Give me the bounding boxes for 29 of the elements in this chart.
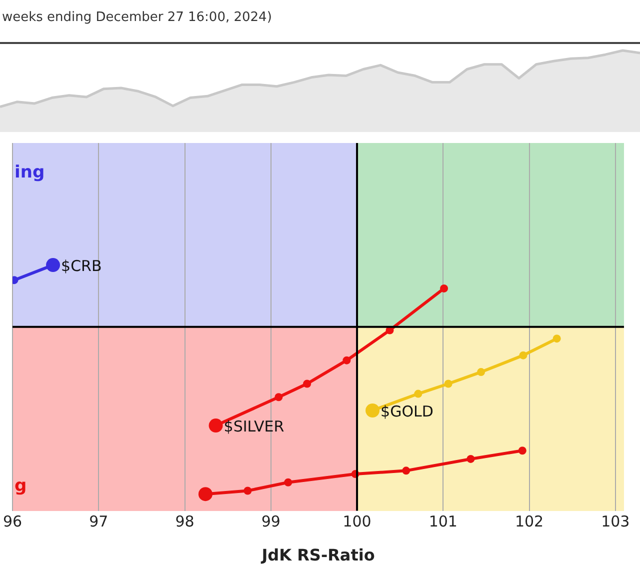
annotation: g — [14, 476, 27, 496]
x-tick-label: 97 — [89, 512, 108, 531]
point — [402, 466, 410, 475]
point — [519, 351, 528, 360]
point — [342, 356, 351, 364]
x-axis-title: JdK RS-Ratio — [260, 546, 375, 565]
point — [244, 486, 252, 495]
point — [552, 334, 561, 343]
point — [444, 380, 452, 388]
x-tick-label: 102 — [514, 512, 544, 531]
series-label: $CRB — [61, 256, 102, 275]
x-tick-label: 100 — [342, 512, 372, 531]
chart-title: weeks ending December 27 16:00, 2024) — [2, 10, 272, 25]
text: ing — [14, 162, 45, 182]
x-tick-label: 99 — [261, 512, 280, 531]
x-tick-label: 96 — [2, 512, 22, 531]
point — [414, 390, 422, 398]
x-tick-label: 98 — [175, 512, 194, 531]
point — [440, 284, 448, 292]
series-label: $GOLD — [380, 402, 434, 420]
point — [477, 368, 486, 376]
point — [466, 454, 475, 463]
x-tick-label: 103 — [601, 512, 630, 531]
point — [284, 478, 292, 486]
point — [274, 393, 283, 402]
point — [518, 446, 526, 455]
x-tick-label: 101 — [428, 512, 458, 531]
point — [303, 380, 312, 388]
series-label: $SILVER — [224, 417, 284, 436]
